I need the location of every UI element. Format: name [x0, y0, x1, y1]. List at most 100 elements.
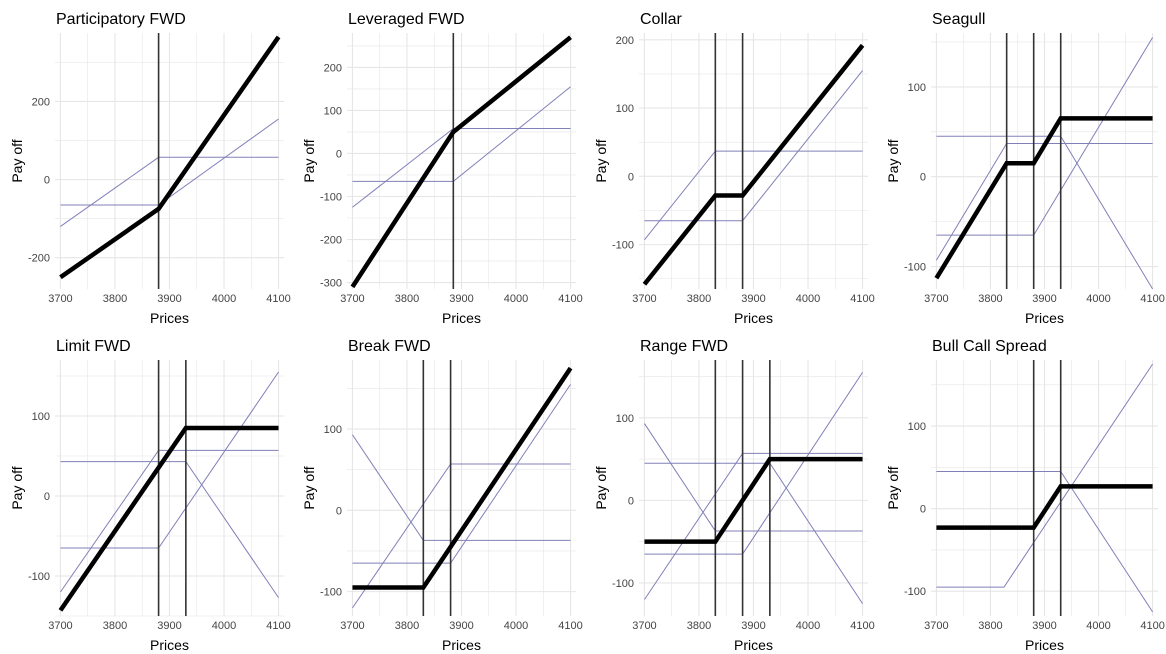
x-tick-label: 4000	[212, 620, 236, 632]
chart-panel-collar: 3700 3800 3900 4000 4100 -100 0 100 200 Collar Pri…	[584, 0, 876, 327]
x-tick-label: 3900	[1032, 620, 1056, 632]
x-tick-label: 3900	[1032, 293, 1056, 305]
chart-panel-leveraged-fwd: 3700 3800 3900 4000 4100 -300 -200 -100 0 100 200 L…	[292, 0, 584, 327]
option-leg-line	[936, 363, 1154, 588]
chart-title-break-fwd: Break FWD	[348, 338, 431, 355]
x-tick-label: 3800	[978, 293, 1002, 305]
y-tick-label: -100	[320, 191, 342, 203]
y-tick-label: 100	[616, 413, 634, 425]
x-tick-label: 3700	[340, 293, 364, 305]
payoff-line	[936, 484, 1153, 530]
x-tick-label: 3900	[741, 620, 765, 632]
x-tick-label: 3800	[103, 620, 127, 632]
y-tick-label: -200	[320, 235, 342, 247]
x-tick-label: 3900	[157, 620, 181, 632]
x-tick-label: 4000	[796, 620, 820, 632]
y-axis-label: Pay off	[9, 466, 25, 509]
y-tick-label: -100	[320, 587, 342, 599]
x-tick-label: 4100	[266, 620, 290, 632]
payoff-line	[58, 425, 279, 612]
y-tick-label: 0	[44, 175, 50, 187]
x-tick-label: 4100	[558, 293, 582, 305]
x-tick-label: 3700	[924, 620, 948, 632]
y-axis-label: Pay off	[593, 139, 609, 182]
y-tick-label: 0	[628, 171, 634, 183]
y-axis-label: Pay off	[301, 139, 317, 182]
y-tick-label: 0	[336, 505, 342, 517]
x-tick-label: 3800	[687, 293, 711, 305]
x-tick-label: 3900	[449, 620, 473, 632]
x-tick-label: 4100	[850, 620, 874, 632]
chart-title-bull-call-spread: Bull Call Spread	[932, 338, 1047, 355]
chart-bull-call-spread: 3700 3800 3900 4000 4100 -100 0 100 Bull Call Sp…	[885, 338, 1165, 653]
y-tick-label: -100	[612, 240, 634, 252]
x-tick-label: 3800	[395, 620, 419, 632]
x-tick-label: 3700	[924, 293, 948, 305]
chart-panel-limit-fwd: 3700 3800 3900 4000 4100 -100 0 100 Limit FWD Pri…	[0, 327, 292, 654]
chart-panel-bull-call-spread: 3700 3800 3900 4000 4100 -100 0 100 Bull Call Sp…	[876, 327, 1166, 654]
payoff-line	[350, 35, 572, 289]
x-axis-label: Prices	[150, 310, 189, 326]
x-tick-label: 3900	[157, 293, 181, 305]
x-tick-label: 3700	[632, 293, 656, 305]
y-tick-label: -100	[904, 586, 926, 598]
chart-leveraged-fwd: 3700 3800 3900 4000 4100 -300 -200 -100 0 100 200 L…	[301, 11, 583, 326]
chart-panel-seagull: 3700 3800 3900 4000 4100 -100 0 100 Seagull Price…	[876, 0, 1166, 327]
x-axis-label: Prices	[734, 637, 773, 653]
y-tick-label: 200	[32, 96, 50, 108]
chart-title-collar: Collar	[640, 11, 682, 28]
chart-seagull: 3700 3800 3900 4000 4100 -100 0 100 Seagull Price…	[885, 11, 1165, 326]
x-tick-label: 3700	[340, 620, 364, 632]
x-axis-label: Prices	[442, 637, 481, 653]
y-tick-label: 100	[908, 82, 926, 94]
x-tick-label: 3800	[687, 620, 711, 632]
y-tick-label: 100	[324, 105, 342, 117]
x-tick-label: 3700	[48, 293, 72, 305]
chart-panel-participatory-fwd: 3700 3800 3900 4000 4100 -200 0 200 Participator…	[0, 0, 292, 327]
chart-title-seagull: Seagull	[932, 11, 985, 28]
chart-title-leveraged-fwd: Leveraged FWD	[348, 11, 465, 28]
chart-participatory-fwd: 3700 3800 3900 4000 4100 -200 0 200 Participator…	[9, 11, 291, 326]
chart-title-participatory-fwd: Participatory FWD	[56, 11, 186, 28]
y-tick-label: 100	[616, 103, 634, 115]
x-tick-label: 4000	[796, 293, 820, 305]
x-tick-label: 4100	[266, 293, 290, 305]
x-tick-label: 4100	[1140, 293, 1164, 305]
y-tick-label: 0	[920, 172, 926, 184]
x-axis-label: Prices	[734, 310, 773, 326]
y-tick-label: -200	[28, 253, 50, 265]
payoff-line	[934, 116, 1153, 280]
x-axis-label: Prices	[1025, 310, 1064, 326]
y-axis-label: Pay off	[593, 466, 609, 509]
y-tick-label: -300	[320, 278, 342, 290]
x-tick-label: 4000	[504, 293, 528, 305]
x-tick-label: 3700	[48, 620, 72, 632]
y-axis-label: Pay off	[885, 466, 901, 509]
chart-title-limit-fwd: Limit FWD	[56, 338, 131, 355]
x-axis-label: Prices	[150, 637, 189, 653]
chart-limit-fwd: 3700 3800 3900 4000 4100 -100 0 100 Limit FWD Pri…	[9, 338, 291, 653]
y-tick-label: 100	[32, 411, 50, 423]
y-tick-label: 0	[44, 491, 50, 503]
payoff-line	[59, 35, 281, 280]
x-tick-label: 3800	[978, 620, 1002, 632]
x-tick-label: 4000	[504, 620, 528, 632]
x-tick-label: 4000	[1086, 620, 1110, 632]
chart-range-fwd: 3700 3800 3900 4000 4100 -100 0 100 Range FWD Pri…	[593, 338, 875, 653]
x-tick-label: 4100	[1140, 620, 1164, 632]
payoff-line	[642, 43, 865, 286]
chart-collar: 3700 3800 3900 4000 4100 -100 0 100 200 Collar Pri…	[593, 11, 875, 326]
y-tick-label: -100	[612, 578, 634, 590]
x-tick-label: 4100	[558, 620, 582, 632]
y-tick-label: 0	[920, 504, 926, 516]
y-tick-label: 200	[616, 35, 634, 47]
x-tick-label: 4000	[1086, 293, 1110, 305]
y-tick-label: 0	[628, 495, 634, 507]
y-tick-label: 100	[324, 424, 342, 436]
chart-title-range-fwd: Range FWD	[640, 338, 728, 355]
payoff-line	[352, 366, 573, 590]
y-tick-label: -100	[904, 262, 926, 274]
x-tick-label: 3900	[449, 293, 473, 305]
y-axis-label: Pay off	[9, 139, 25, 182]
y-tick-label: 100	[908, 421, 926, 433]
